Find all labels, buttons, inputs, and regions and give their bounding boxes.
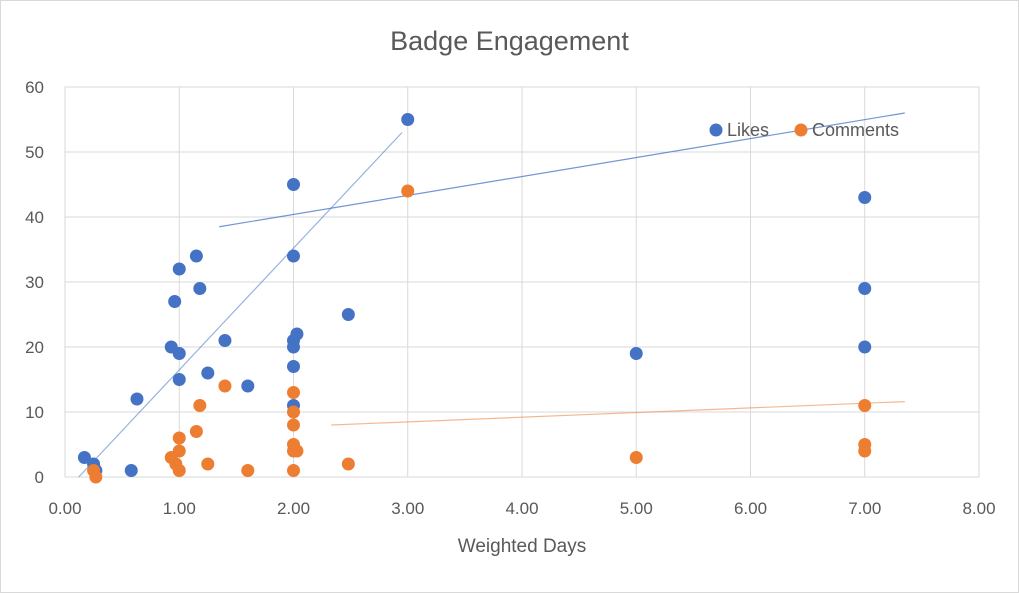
point-likes <box>341 308 355 321</box>
y-tick-label: 20 <box>25 338 44 357</box>
legend-marker-comments <box>794 123 808 137</box>
y-tick-label: 10 <box>25 403 44 422</box>
point-likes <box>218 334 232 347</box>
point-comments <box>341 457 355 471</box>
point-likes <box>287 249 300 263</box>
gridlines <box>64 86 980 478</box>
point-likes <box>287 360 300 373</box>
point-likes <box>189 249 203 263</box>
x-tick-label: 8.00 <box>962 499 995 518</box>
point-likes <box>287 178 300 191</box>
point-likes <box>124 464 138 477</box>
point-likes <box>201 366 215 380</box>
x-tick-label: 0.00 <box>48 499 81 518</box>
point-comments <box>287 418 300 432</box>
trendline-likes <box>78 132 403 478</box>
point-likes <box>287 340 300 354</box>
x-tick-label: 6.00 <box>734 499 767 518</box>
point-comments <box>287 464 300 477</box>
point-comments <box>189 425 203 438</box>
point-comments <box>241 464 255 477</box>
x-tick-label: 3.00 <box>391 499 424 518</box>
x-tick-labels: 0.00 1.00 2.00 3.00 4.00 5.00 6.00 7.00 8.00 <box>48 499 995 518</box>
point-comments <box>89 470 103 484</box>
point-likes <box>172 262 186 276</box>
point-comments <box>287 386 300 399</box>
point-comments <box>172 444 186 458</box>
point-comments <box>287 405 300 419</box>
point-likes <box>172 347 186 360</box>
y-tick-label: 60 <box>25 78 44 97</box>
x-tick-label: 2.00 <box>277 499 310 518</box>
legend-label-comments: Comments <box>812 120 899 140</box>
data-points <box>77 113 872 484</box>
x-tick-label: 1.00 <box>163 499 196 518</box>
x-tick-label: 7.00 <box>848 499 881 518</box>
point-comments <box>201 457 215 471</box>
point-likes <box>130 392 144 406</box>
point-likes <box>401 113 415 126</box>
x-tick-label: 5.00 <box>620 499 653 518</box>
point-likes <box>193 282 207 295</box>
point-comments <box>172 431 186 445</box>
y-tick-label: 50 <box>25 143 44 162</box>
point-comments <box>401 184 415 198</box>
point-comments <box>858 399 872 412</box>
legend-label-likes: Likes <box>727 120 769 140</box>
point-comments <box>172 464 186 477</box>
point-comments <box>858 444 872 458</box>
point-likes <box>172 373 186 386</box>
trendline-comments <box>331 401 905 426</box>
point-likes <box>858 340 872 354</box>
y-tick-labels: 0 10 20 30 40 50 60 <box>25 78 44 487</box>
point-comments <box>629 451 643 464</box>
point-likes <box>858 191 872 204</box>
point-likes <box>168 295 182 308</box>
y-tick-label: 40 <box>25 208 44 227</box>
point-comments <box>290 444 304 458</box>
point-comments <box>218 379 232 393</box>
y-tick-label: 30 <box>25 273 44 292</box>
point-likes <box>77 451 91 464</box>
trendline-likes-secondary <box>219 112 905 228</box>
point-likes <box>241 379 255 393</box>
x-axis-label: Weighted Days <box>458 536 587 557</box>
point-likes <box>290 327 304 341</box>
legend-marker-likes <box>709 123 723 137</box>
trendlines <box>78 112 905 478</box>
x-tick-label: 4.00 <box>505 499 538 518</box>
y-tick-label: 0 <box>35 468 44 487</box>
legend: Likes Comments <box>709 120 899 140</box>
chart-title: Badge Engagement <box>390 26 629 56</box>
point-likes <box>858 282 872 295</box>
point-likes <box>629 347 643 360</box>
point-comments <box>193 399 207 412</box>
